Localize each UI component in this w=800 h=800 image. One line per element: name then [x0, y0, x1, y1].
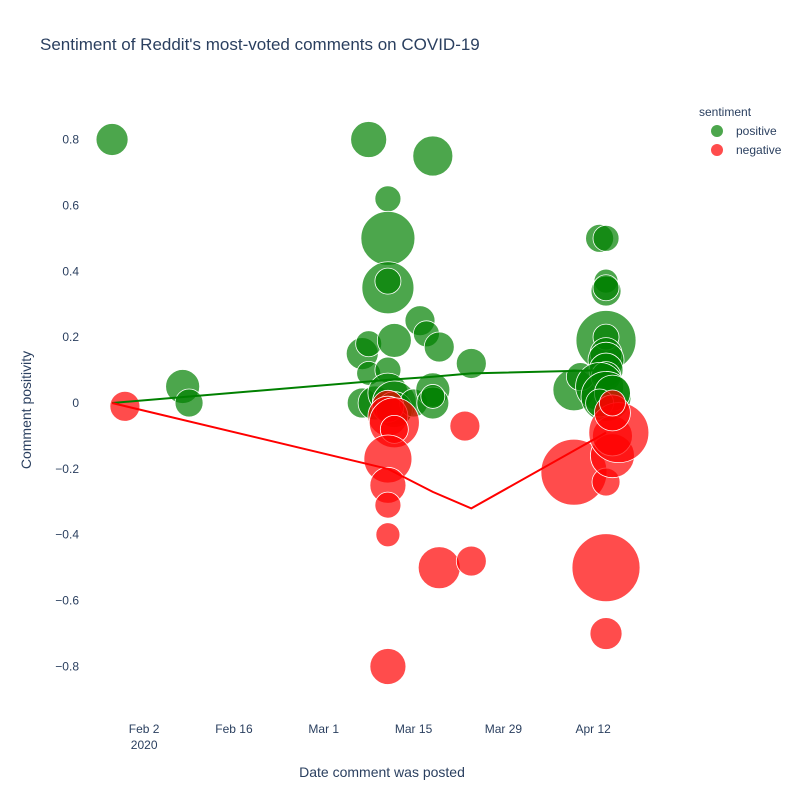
x-axis-ticks: Feb 2 2020 Feb 16 Mar 1 Mar 15 Mar 29 Apr 12: [129, 722, 611, 752]
negative-point[interactable]: [374, 491, 402, 519]
y-tick-label: −0.6: [55, 594, 79, 608]
negative-trend-line: [111, 402, 607, 510]
y-tick-label: 0.8: [62, 133, 79, 147]
negative-point[interactable]: [369, 648, 407, 685]
positive-point[interactable]: [420, 384, 446, 409]
legend-item-positive[interactable]: positive: [711, 124, 777, 138]
negative-point[interactable]: [449, 410, 481, 442]
positive-point[interactable]: [350, 121, 388, 158]
y-tick-label: −0.4: [55, 528, 79, 542]
negative-point[interactable]: [375, 522, 401, 548]
y-tick-label: 0.6: [62, 198, 79, 212]
y-tick-label: −0.8: [55, 659, 79, 673]
positive-point[interactable]: [592, 224, 620, 252]
x-tick-label: Mar 1: [308, 722, 339, 736]
chart-title: Sentiment of Reddit's most-voted comment…: [40, 35, 480, 54]
positive-point[interactable]: [374, 267, 402, 295]
legend: sentiment positive negative: [699, 105, 782, 157]
positive-point[interactable]: [423, 331, 455, 363]
legend-item-negative[interactable]: negative: [711, 143, 782, 157]
legend-title: sentiment: [699, 105, 752, 119]
positive-point[interactable]: [360, 210, 416, 266]
y-tick-label: 0: [72, 396, 79, 410]
x-tick-label: Apr 12: [576, 722, 612, 736]
negative-point[interactable]: [599, 389, 626, 417]
negative-point[interactable]: [589, 617, 623, 650]
positive-trend-line: [112, 369, 607, 404]
positive-point[interactable]: [374, 185, 402, 213]
trend-lines: [111, 369, 607, 510]
positive-point[interactable]: [376, 323, 412, 358]
positive-point[interactable]: [174, 388, 204, 418]
positive-point[interactable]: [412, 135, 454, 177]
positive-point[interactable]: [592, 274, 620, 302]
x-axis-title: Date comment was posted: [299, 764, 465, 780]
negative-point[interactable]: [455, 545, 487, 577]
positive-point[interactable]: [95, 123, 129, 156]
positive-point[interactable]: [455, 348, 487, 379]
y-tick-label: −0.2: [55, 462, 79, 476]
x-tick-sublabel: 2020: [131, 738, 158, 752]
legend-label: positive: [736, 124, 777, 138]
x-tick-label: Feb 2: [129, 722, 160, 736]
x-tick-label: Feb 16: [215, 722, 253, 736]
x-tick-label: Mar 15: [395, 722, 433, 736]
series-negative: [109, 389, 650, 685]
legend-marker: [711, 144, 723, 156]
y-axis-title: Comment positivity: [18, 351, 34, 469]
y-axis-ticks: 0.8 0.6 0.4 0.2 0 −0.2 −0.4 −0.6 −0.8: [55, 133, 79, 674]
negative-point[interactable]: [571, 533, 641, 603]
plot-area: [95, 121, 650, 685]
y-tick-label: 0.2: [62, 330, 79, 344]
legend-marker: [711, 125, 723, 137]
negative-point[interactable]: [417, 546, 461, 590]
x-tick-label: Mar 29: [485, 722, 523, 736]
legend-label: negative: [736, 143, 782, 157]
y-tick-label: 0.4: [62, 264, 79, 278]
